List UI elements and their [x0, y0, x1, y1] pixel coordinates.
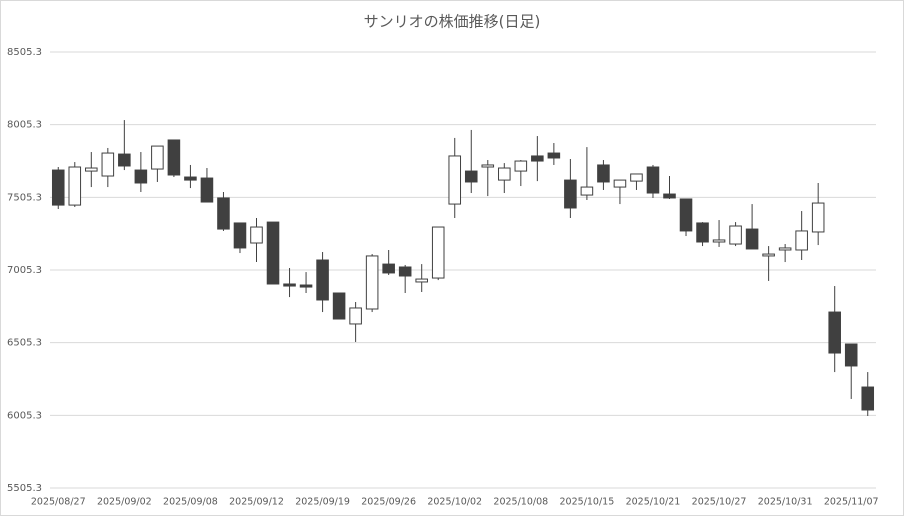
x-tick-label: 2025/09/26: [361, 497, 416, 508]
candle-body: [762, 253, 775, 257]
y-tick-label: 8005.3: [7, 120, 42, 131]
chart-title: サンリオの株価推移(日足): [364, 13, 541, 31]
candle-body: [250, 226, 263, 244]
candle-body: [597, 164, 610, 183]
x-tick-label: 2025/09/08: [163, 497, 218, 508]
candle-body: [481, 164, 495, 168]
candle-body: [613, 179, 627, 188]
y-tick-label: 8505.3: [7, 47, 42, 58]
candle-body: [365, 255, 379, 310]
y-tick-label: 5505.3: [7, 483, 42, 494]
x-tick-label: 2025/10/08: [493, 497, 548, 508]
candle-body: [464, 170, 478, 183]
candle-body: [217, 197, 230, 230]
candle-body: [299, 284, 313, 288]
candle-body: [332, 292, 346, 320]
x-tick-label: 2025/10/15: [560, 497, 615, 508]
candle-body: [68, 166, 82, 206]
x-tick-label: 2025/08/27: [31, 497, 86, 508]
candle-body: [101, 152, 115, 177]
x-tick-label: 2025/09/12: [229, 497, 284, 508]
candle-body: [382, 263, 395, 274]
candle-body: [316, 259, 329, 301]
candle-body: [498, 167, 511, 181]
candle-body: [729, 225, 742, 245]
candle-body: [51, 169, 65, 206]
x-tick-label: 2025/10/02: [427, 497, 482, 508]
candle-body: [745, 228, 759, 250]
candle-body: [844, 343, 858, 367]
candle-body: [514, 160, 528, 172]
candle-body: [349, 307, 362, 325]
candle-body: [811, 202, 825, 233]
candle-body: [564, 179, 577, 209]
y-tick-label: 7005.3: [7, 265, 42, 276]
candle-body: [233, 222, 247, 249]
candle-body: [679, 198, 693, 232]
x-tick-label: 2025/09/19: [295, 497, 350, 508]
candle-body: [398, 266, 412, 277]
candle-body: [85, 167, 98, 172]
x-tick-label: 2025/10/31: [758, 497, 813, 508]
candle-body: [861, 386, 875, 411]
x-tick-label: 2025/09/02: [97, 497, 152, 508]
y-tick-label: 7505.3: [7, 192, 42, 203]
candle-body: [663, 193, 676, 199]
candle-body: [448, 155, 462, 205]
candle-body: [580, 186, 594, 196]
candle-body: [184, 176, 197, 181]
candle-body: [431, 226, 445, 279]
candle-body: [415, 278, 428, 283]
candle-body: [200, 177, 214, 203]
candle-body: [696, 222, 709, 243]
y-tick-label: 6505.3: [7, 338, 42, 349]
candle-body: [828, 311, 841, 354]
x-tick-label: 2025/11/07: [824, 497, 879, 508]
candle-body: [151, 145, 164, 170]
candle-body: [778, 247, 792, 251]
candle-body: [167, 139, 181, 176]
candle-body: [630, 173, 643, 182]
x-tick-label: 2025/10/21: [626, 497, 681, 508]
y-tick-label: 6005.3: [7, 410, 42, 421]
candle-body: [118, 153, 131, 167]
candle-body: [712, 239, 726, 243]
candle-body: [646, 166, 660, 194]
candle-body: [531, 155, 544, 162]
candle-body: [795, 230, 808, 251]
candle-body: [134, 169, 148, 184]
candle-body: [283, 283, 296, 287]
x-tick-label: 2025/10/27: [692, 497, 747, 508]
candle-body: [266, 221, 280, 285]
candle-body: [547, 152, 561, 159]
